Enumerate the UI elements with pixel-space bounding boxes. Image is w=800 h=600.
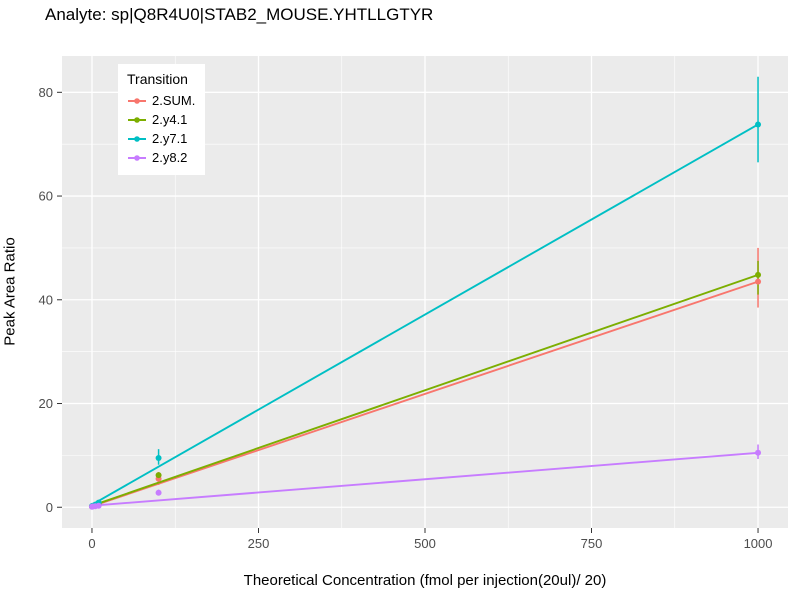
series-line	[91, 280, 759, 508]
series-line	[91, 123, 759, 506]
y-tick-label: 60	[39, 189, 53, 204]
y-tick-label: 20	[39, 396, 53, 411]
legend: Transition 2.SUM. 2.y4.1 2.y7.1 2.y8.2	[118, 64, 206, 175]
x-tick-label: 250	[248, 536, 270, 551]
series-line	[91, 273, 759, 507]
x-tick-label: 500	[414, 536, 436, 551]
legend-key-icon	[128, 154, 146, 161]
legend-label: 2.y4.1	[152, 112, 188, 127]
data-point	[755, 121, 762, 128]
legend-key-icon	[128, 135, 146, 142]
legend-key-icon	[128, 116, 146, 123]
legend-item: 2.y4.1	[127, 110, 195, 129]
x-axis-title: Theoretical Concentration (fmol per inje…	[243, 572, 607, 589]
data-point	[155, 489, 162, 496]
data-point	[155, 454, 162, 461]
data-point	[755, 278, 762, 285]
legend-item: 2.y7.1	[127, 129, 195, 148]
data-point	[755, 271, 762, 278]
legend-label: 2.y7.1	[152, 131, 188, 146]
legend-item: 2.y8.2	[127, 148, 195, 167]
x-tick-label: 1000	[744, 536, 773, 551]
y-tick-label: 80	[39, 85, 53, 100]
y-tick-label: 0	[46, 500, 53, 515]
x-tick-label: 0	[88, 536, 95, 551]
legend-label: 2.y8.2	[152, 150, 188, 165]
x-tick-label: 750	[581, 536, 603, 551]
legend-label: 2.SUM.	[152, 93, 196, 108]
legend-item: 2.SUM.	[127, 91, 195, 110]
y-tick-label: 40	[39, 292, 53, 307]
chart-title: Analyte: sp|Q8R4U0|STAB2_MOUSE.YHTLLGTYR	[45, 5, 434, 24]
legend-key-icon	[128, 97, 146, 104]
series-line	[91, 451, 759, 507]
data-point	[95, 502, 102, 509]
data-point	[155, 472, 162, 479]
data-point	[755, 449, 762, 456]
legend-title: Transition	[127, 71, 188, 87]
